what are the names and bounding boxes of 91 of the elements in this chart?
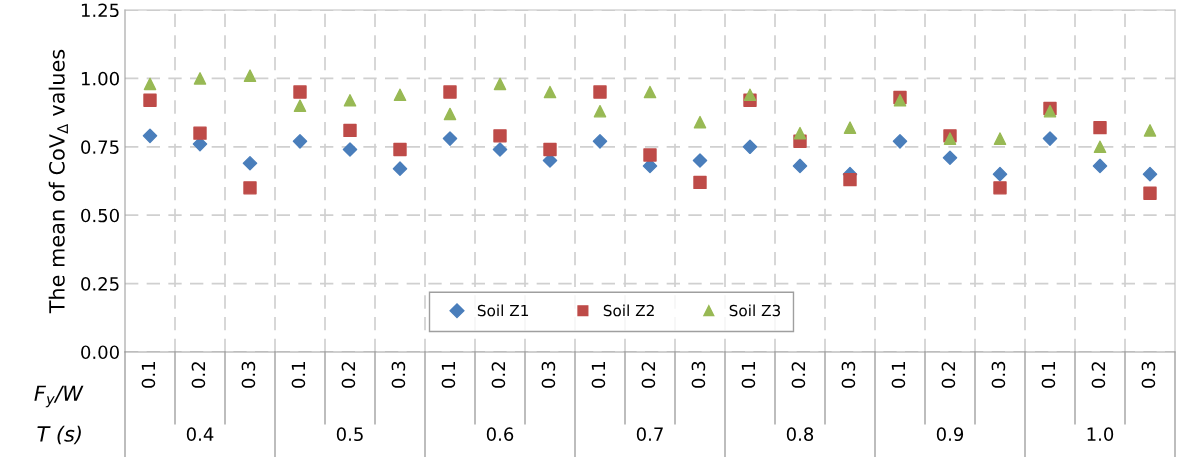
point — [243, 69, 257, 82]
x-tick-label: 0.2 — [1091, 362, 1106, 388]
y-tick-label: 1.00 — [81, 71, 119, 86]
point — [593, 85, 607, 99]
point — [993, 132, 1007, 145]
text: 0.4 — [186, 427, 214, 442]
x-tick-label: 0.2 — [341, 362, 356, 388]
point — [1143, 124, 1157, 137]
point — [393, 142, 407, 157]
point — [992, 166, 1008, 182]
x-tick-label: 0.3 — [391, 361, 406, 388]
point — [843, 121, 857, 134]
point — [693, 115, 707, 129]
x-tick-label: 0.3 — [691, 361, 706, 388]
text: T (s) — [37, 425, 81, 445]
legend-label: Soil Z1 — [477, 304, 529, 317]
point — [392, 161, 408, 176]
text: 0.9 — [936, 427, 964, 442]
point — [193, 126, 207, 140]
point — [193, 72, 207, 85]
text: F$_{y}$/W — [34, 385, 84, 408]
point — [543, 142, 557, 157]
point — [1042, 131, 1058, 146]
point — [293, 85, 307, 99]
x-tick-label: 0.2 — [641, 362, 656, 388]
point — [1143, 186, 1157, 201]
text: 0.6 — [486, 427, 514, 442]
point — [242, 155, 258, 171]
x-tick-label: 0.3 — [991, 361, 1006, 388]
point — [442, 131, 458, 146]
point — [343, 93, 357, 107]
x-tick-label: 0.3 — [1141, 361, 1156, 388]
x-tick-label: 0.1 — [591, 362, 606, 388]
point — [1142, 166, 1158, 182]
point — [342, 142, 358, 157]
x-tick-label: 0.1 — [141, 362, 156, 388]
text: 0.5 — [336, 427, 363, 442]
point — [243, 181, 257, 195]
legend-label: Soil Z2 — [603, 304, 654, 317]
point — [142, 128, 158, 144]
y-tick-label: 0.00 — [81, 345, 119, 360]
point — [643, 85, 657, 99]
y-tick-label: 0.75 — [81, 140, 119, 154]
point — [443, 107, 457, 121]
point — [393, 88, 407, 102]
point — [892, 134, 908, 149]
point — [742, 139, 758, 155]
point — [493, 129, 507, 143]
text: 0.7 — [636, 427, 663, 442]
x-tick-label: 0.2 — [941, 362, 956, 388]
point — [942, 150, 958, 166]
point — [1092, 158, 1108, 174]
x-tick-label: 0.2 — [791, 362, 806, 388]
point — [343, 123, 357, 138]
point — [1093, 140, 1107, 154]
point — [293, 99, 307, 113]
text: 1.0 — [1087, 427, 1114, 442]
y-tick-label: 0.50 — [81, 208, 119, 223]
point — [743, 88, 757, 102]
x-tick-label: 0.2 — [491, 362, 506, 388]
point — [693, 175, 707, 190]
point — [593, 104, 607, 118]
point — [792, 158, 808, 174]
point — [492, 142, 508, 157]
point — [643, 148, 657, 162]
point — [143, 93, 157, 107]
y-axis-title: The mean of CoV$_{Δ}$ values — [48, 49, 68, 314]
point — [493, 77, 507, 91]
point — [993, 181, 1007, 195]
point — [543, 85, 557, 99]
point — [292, 134, 308, 149]
point — [1093, 120, 1107, 135]
point — [692, 153, 708, 168]
point — [443, 85, 457, 99]
x-tick-label: 0.1 — [441, 362, 456, 388]
y-tick-label: 1.25 — [81, 3, 119, 18]
text: 0.8 — [786, 427, 814, 442]
x-tick-label: 0.3 — [241, 361, 256, 388]
point — [592, 134, 608, 149]
point — [143, 77, 157, 91]
legend-label: Soil Z3 — [729, 304, 781, 317]
x-tick-label: 0.2 — [191, 362, 206, 388]
point — [793, 126, 807, 140]
x-tick-label: 0.1 — [1041, 362, 1056, 388]
y-tick-label: 0.25 — [81, 277, 119, 291]
x-tick-label: 0.1 — [291, 362, 306, 388]
x-tick-label: 0.3 — [841, 361, 856, 388]
x-tick-label: 0.1 — [741, 362, 756, 388]
x-tick-label: 0.1 — [891, 362, 906, 388]
point — [843, 172, 857, 187]
x-tick-label: 0.3 — [541, 361, 556, 388]
